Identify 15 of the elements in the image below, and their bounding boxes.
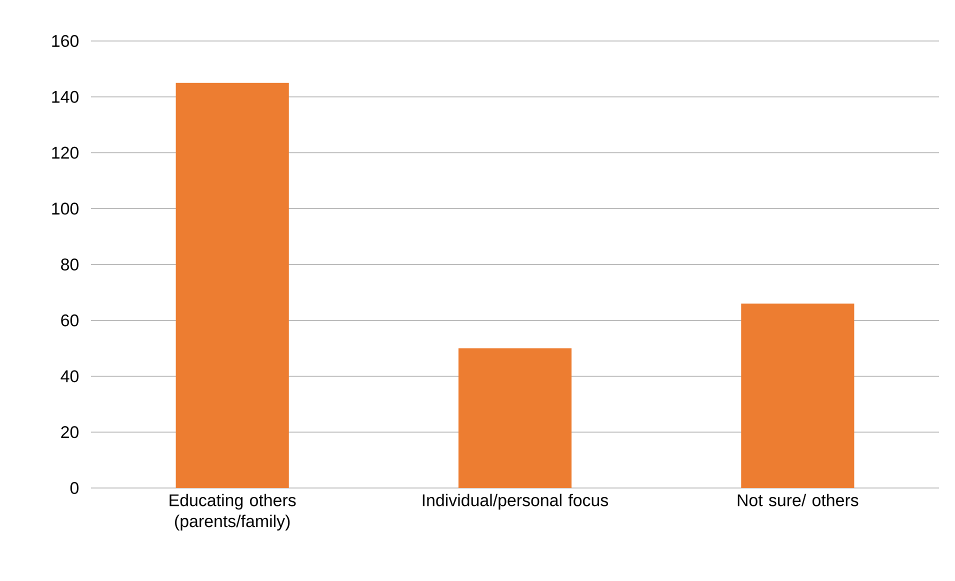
y-tick-label: 80 — [61, 258, 79, 270]
y-tick-label: 40 — [60, 370, 79, 382]
bar — [741, 304, 854, 488]
y-tick-label: 60 — [61, 314, 79, 326]
y-tick-label: 100 — [52, 202, 79, 215]
y-tick-label: 140 — [52, 90, 79, 103]
x-tick-label: Educating others (parents/family) — [170, 494, 296, 531]
bar — [458, 348, 572, 488]
y-tick-label: 160 — [52, 34, 79, 47]
y-tick-label: 20 — [61, 426, 79, 438]
x-tick-label: Not sure/ others — [738, 494, 858, 506]
y-tick-label: 120 — [52, 146, 79, 159]
y-tick-label: 0 — [70, 482, 79, 494]
x-tick-label: Individual/personal focus — [422, 494, 608, 510]
bar — [176, 82, 289, 488]
